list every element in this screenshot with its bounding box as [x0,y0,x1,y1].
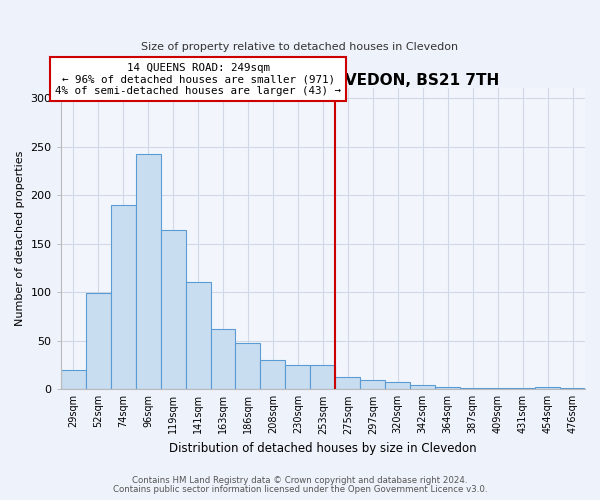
Text: Contains public sector information licensed under the Open Government Licence v3: Contains public sector information licen… [113,485,487,494]
Bar [560,388,585,390]
Bar [435,388,460,390]
Bar [260,360,286,390]
Bar [286,365,310,390]
Title: 14, QUEENS ROAD, CLEVEDON, BS21 7TH: 14, QUEENS ROAD, CLEVEDON, BS21 7TH [147,74,499,88]
Bar [86,293,110,390]
Text: 14 QUEENS ROAD: 249sqm
← 96% of detached houses are smaller (971)
4% of semi-det: 14 QUEENS ROAD: 249sqm ← 96% of detached… [55,63,341,96]
X-axis label: Distribution of detached houses by size in Clevedon: Distribution of detached houses by size … [169,442,476,455]
Bar [510,388,535,390]
Bar [535,388,560,390]
Text: Contains HM Land Registry data © Crown copyright and database right 2024.: Contains HM Land Registry data © Crown c… [132,476,468,485]
Bar [485,388,510,390]
Bar [61,370,86,390]
Bar [310,365,335,390]
Text: Size of property relative to detached houses in Clevedon: Size of property relative to detached ho… [142,42,458,52]
Bar [185,282,211,390]
Bar [385,382,410,390]
Bar [161,230,185,390]
Bar [110,205,136,390]
Bar [460,388,485,390]
Bar [361,380,385,390]
Bar [235,342,260,390]
Bar [335,376,361,390]
Bar [211,329,235,390]
Bar [136,154,161,390]
Y-axis label: Number of detached properties: Number of detached properties [15,151,25,326]
Bar [410,386,435,390]
